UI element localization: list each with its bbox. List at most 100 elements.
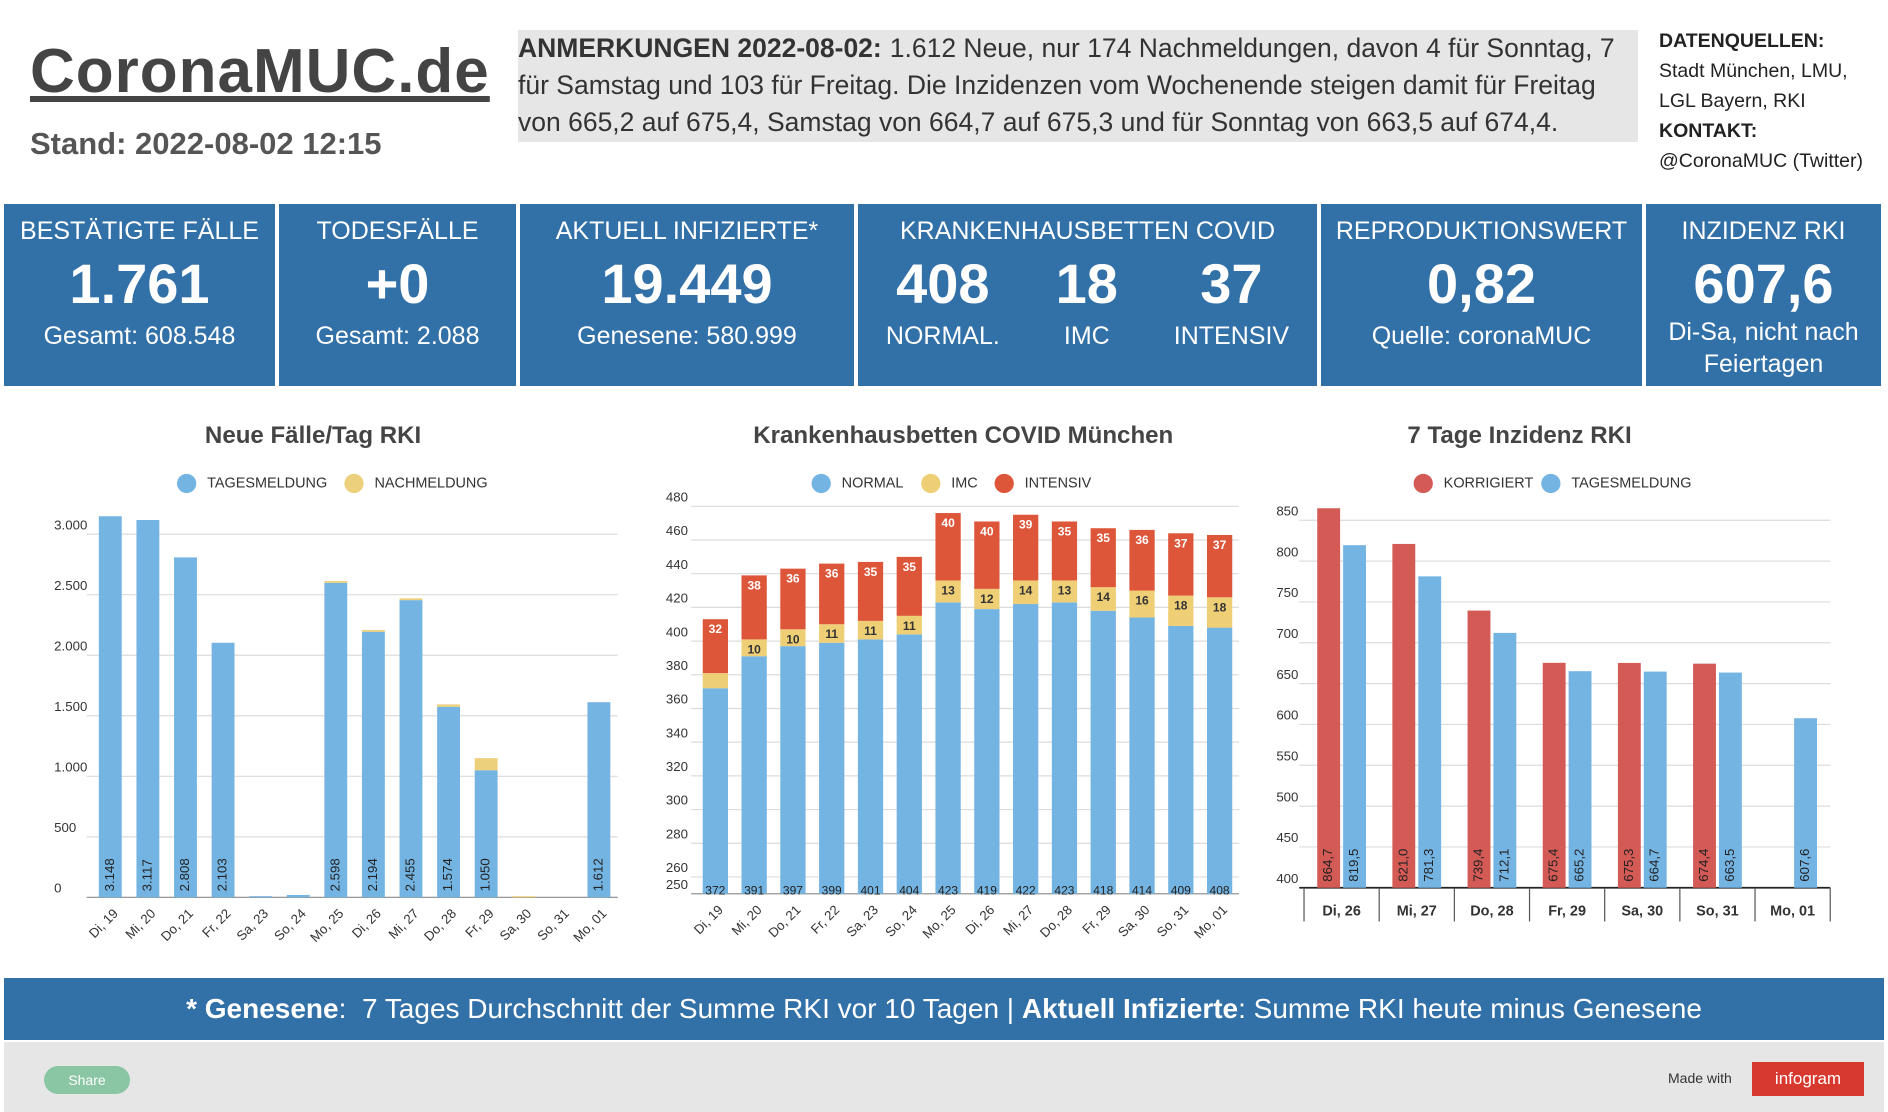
notes-text: 1.612 Neue, nur 174 Nachmeldungen, davon…	[518, 33, 1615, 137]
x-tick-label: Mo, 01	[1191, 902, 1230, 941]
bar	[211, 642, 235, 898]
data-label: 607,6	[1797, 849, 1812, 882]
data-label: 32	[709, 622, 723, 636]
data-label: 35	[1097, 531, 1111, 545]
bar	[1542, 662, 1566, 888]
x-tick-label: Do, 21	[158, 906, 196, 944]
data-label: 401	[860, 884, 880, 898]
x-tick-label: So, 31	[1696, 904, 1739, 920]
data-label: 404	[899, 884, 919, 898]
data-label: 40	[941, 516, 955, 530]
y-tick-label: 420	[666, 591, 688, 606]
data-label: 664,7	[1647, 849, 1662, 882]
legend-swatch	[994, 473, 1014, 494]
y-tick-label: 300	[666, 793, 688, 808]
x-tick-label: Sa, 30	[1115, 902, 1153, 940]
bar	[1568, 671, 1592, 888]
data-label: 2.455	[402, 858, 417, 891]
bar	[399, 598, 423, 601]
y-tick-label: 440	[666, 557, 688, 572]
legend-label: NORMAL	[842, 475, 904, 491]
kpi-label: TODESFÄLLE	[316, 217, 479, 245]
kpi-row: BESTÄTIGTE FÄLLE 1.761 Gesamt: 608.548 TOD…	[4, 204, 1881, 386]
kpi: INZIDENZ RKI 607,6 Di-Sa, nicht nach Feier…	[1646, 204, 1881, 386]
x-tick-label: Do, 28	[1470, 904, 1513, 920]
data-label: 781,3	[1421, 849, 1436, 882]
kpi-value: 19.449	[601, 252, 773, 315]
legend-label: NACHMELDUNG	[374, 475, 487, 491]
data-label: 39	[1019, 518, 1033, 532]
bar	[474, 758, 498, 771]
bar	[587, 702, 611, 898]
bar	[1617, 662, 1641, 888]
data-label: 38	[747, 578, 761, 592]
y-tick-label: 480	[666, 490, 688, 505]
data-label: 408	[1210, 884, 1230, 898]
bar	[896, 615, 922, 635]
brand[interactable]: infogram	[1752, 1062, 1864, 1096]
bar	[1392, 543, 1416, 888]
y-tick-label: 340	[666, 725, 688, 740]
data-label: 739,4	[1470, 849, 1485, 882]
data-label: 12	[980, 592, 994, 606]
x-tick-label: Fr, 29	[462, 906, 497, 941]
data-label: 712,1	[1496, 849, 1511, 882]
y-tick-label: 450	[1276, 830, 1298, 845]
kpi: AKTUELL INFIZIERTE* 19.449 Genesene: 580.9…	[520, 204, 854, 386]
x-tick-label: Mo, 25	[307, 906, 346, 945]
bar	[780, 629, 806, 647]
x-tick-label: So, 24	[271, 906, 309, 944]
bar	[780, 646, 806, 894]
bar	[1418, 576, 1442, 888]
bar	[702, 673, 728, 689]
bar	[1129, 590, 1155, 618]
data-label: 399	[822, 884, 842, 898]
data-label: 35	[864, 565, 878, 579]
kpi-item: 408 NORMAL.	[886, 246, 1000, 352]
x-tick-label: Fr, 22	[199, 906, 234, 941]
x-tick-label: Di, 19	[691, 902, 726, 937]
data-label: 1.612	[590, 858, 605, 891]
x-tick-label: Mi, 27	[1000, 902, 1036, 938]
kpi-sub: NORMAL.	[885, 322, 1000, 350]
data-label: 3.117	[139, 859, 154, 891]
bar	[857, 561, 884, 621]
kpi-value: 1.761	[69, 252, 210, 315]
bar	[437, 704, 461, 707]
kpi: REPRODUKTIONSWERT 0,82 Quelle: coronaMUC	[1321, 204, 1642, 386]
bar	[1643, 671, 1667, 888]
sources: DATENQUELLEN: Stadt München, LMU, LGL Ba…	[1659, 26, 1863, 176]
kpi-label: INZIDENZ RKI	[1681, 217, 1846, 245]
y-tick-label: 380	[666, 658, 688, 673]
bar	[896, 556, 922, 616]
sources-label: DATENQUELLEN:	[1659, 30, 1825, 52]
bar	[857, 639, 884, 894]
bar	[1206, 627, 1233, 894]
x-tick-label: Do, 21	[765, 902, 803, 940]
data-label: 37	[1174, 536, 1188, 550]
bar	[780, 568, 806, 630]
data-label: 36	[786, 572, 800, 586]
kpi-value: +0	[365, 252, 430, 315]
share-button[interactable]: Share	[44, 1066, 130, 1094]
y-tick-label: 500	[1276, 789, 1298, 804]
y-tick-label: 400	[666, 624, 688, 639]
bottom-bar	[4, 1042, 1884, 1112]
data-label: 11	[825, 627, 838, 641]
bar	[819, 642, 845, 894]
bar	[857, 620, 884, 640]
bar	[702, 619, 728, 674]
legend-swatch	[1541, 473, 1561, 494]
bar	[1693, 663, 1716, 888]
bar	[1343, 545, 1366, 888]
x-tick-label: Mi, 20	[122, 906, 158, 942]
charts: Neue Fälle/Tag RKI 0 500 1.000 1.500 2.000 2.5…	[54, 422, 1831, 945]
data-label: 1.574	[440, 858, 455, 891]
legend-swatch	[1413, 473, 1433, 494]
contact: @CoronaMUC (Twitter)	[1659, 150, 1863, 172]
y-tick-label: 2.000	[54, 638, 87, 653]
bar	[1168, 595, 1194, 626]
data-label: 2.808	[177, 858, 192, 891]
data-label: 18	[1213, 600, 1227, 614]
bar	[935, 580, 961, 603]
